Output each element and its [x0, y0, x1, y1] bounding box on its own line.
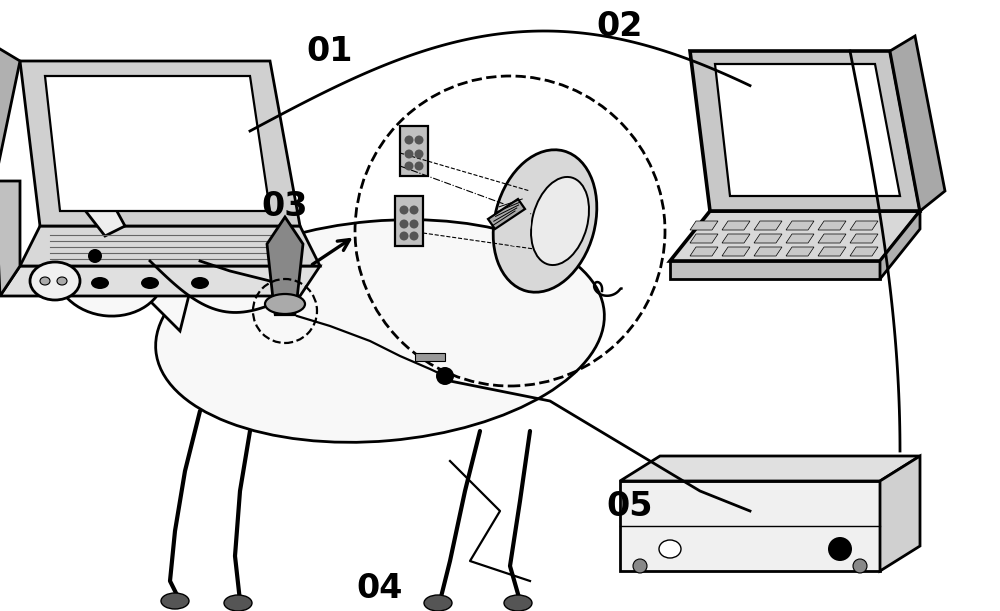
Polygon shape [754, 221, 782, 230]
Polygon shape [690, 234, 718, 243]
Circle shape [436, 367, 454, 385]
Ellipse shape [224, 595, 252, 611]
Polygon shape [850, 247, 878, 256]
Polygon shape [620, 456, 920, 481]
Polygon shape [818, 221, 846, 230]
Ellipse shape [265, 294, 305, 314]
Circle shape [414, 150, 423, 158]
Polygon shape [850, 234, 878, 243]
Ellipse shape [493, 150, 597, 292]
Circle shape [400, 232, 409, 241]
Ellipse shape [55, 226, 165, 316]
Ellipse shape [57, 277, 67, 285]
Ellipse shape [91, 277, 109, 289]
Polygon shape [273, 301, 297, 315]
Text: 05: 05 [607, 489, 653, 522]
Text: 01: 01 [307, 34, 353, 67]
Circle shape [410, 205, 418, 214]
Circle shape [410, 219, 418, 229]
Polygon shape [690, 51, 920, 211]
Circle shape [400, 219, 409, 229]
Polygon shape [400, 126, 428, 176]
Polygon shape [670, 211, 920, 261]
Polygon shape [786, 247, 814, 256]
Polygon shape [890, 36, 945, 211]
Polygon shape [690, 247, 718, 256]
Polygon shape [488, 199, 525, 229]
Ellipse shape [499, 196, 531, 246]
Circle shape [404, 136, 414, 144]
Text: 02: 02 [597, 10, 643, 43]
Polygon shape [754, 247, 782, 256]
Polygon shape [395, 196, 423, 246]
Ellipse shape [531, 177, 589, 265]
Circle shape [414, 161, 423, 170]
Polygon shape [45, 76, 270, 211]
Polygon shape [880, 456, 920, 571]
Circle shape [828, 537, 852, 561]
Polygon shape [20, 226, 320, 266]
Polygon shape [722, 221, 750, 230]
Polygon shape [415, 353, 445, 361]
Ellipse shape [191, 277, 209, 289]
Polygon shape [818, 247, 846, 256]
Text: 04: 04 [357, 573, 403, 606]
Circle shape [88, 249, 102, 263]
Ellipse shape [156, 220, 604, 442]
Circle shape [400, 205, 409, 214]
Polygon shape [0, 181, 20, 296]
Polygon shape [786, 221, 814, 230]
Polygon shape [0, 46, 20, 181]
Polygon shape [130, 261, 190, 331]
Ellipse shape [659, 540, 681, 558]
Polygon shape [0, 266, 320, 296]
Polygon shape [715, 64, 900, 196]
Polygon shape [20, 61, 300, 226]
Circle shape [633, 559, 647, 573]
Polygon shape [754, 234, 782, 243]
Polygon shape [690, 221, 718, 230]
Ellipse shape [504, 595, 532, 611]
Ellipse shape [141, 277, 159, 289]
Polygon shape [880, 211, 920, 279]
Circle shape [414, 136, 423, 144]
Polygon shape [670, 261, 880, 279]
Circle shape [853, 559, 867, 573]
Polygon shape [722, 247, 750, 256]
Circle shape [404, 161, 414, 170]
Polygon shape [786, 234, 814, 243]
Polygon shape [818, 234, 846, 243]
Text: 03: 03 [262, 189, 308, 222]
Ellipse shape [30, 262, 80, 300]
Ellipse shape [424, 595, 452, 611]
Polygon shape [267, 217, 303, 299]
Circle shape [410, 232, 418, 241]
Ellipse shape [161, 593, 189, 609]
Ellipse shape [40, 277, 50, 285]
Polygon shape [620, 481, 880, 571]
Polygon shape [850, 221, 878, 230]
Polygon shape [70, 171, 125, 236]
Polygon shape [722, 234, 750, 243]
Circle shape [404, 150, 414, 158]
